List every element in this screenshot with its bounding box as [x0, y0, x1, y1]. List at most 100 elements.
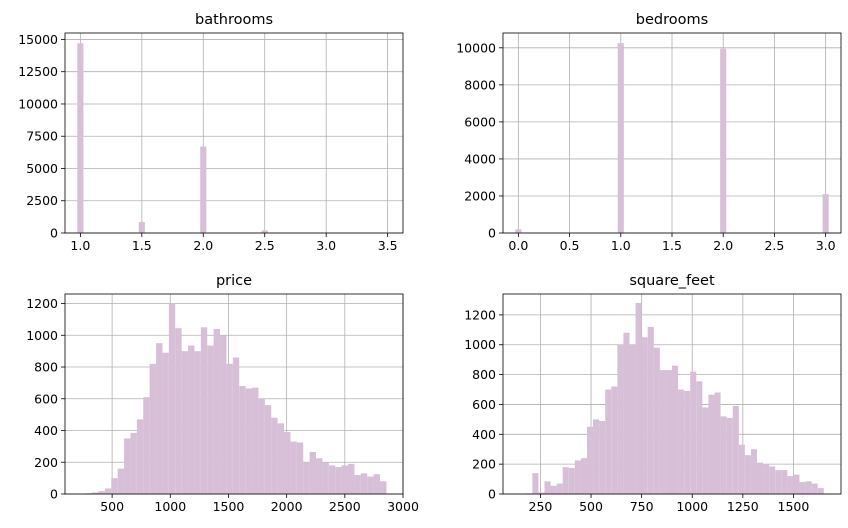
- x-tick-label: 3000: [387, 499, 419, 514]
- histogram-bar: [684, 391, 691, 494]
- histogram-bar: [732, 405, 739, 494]
- histogram-bar: [672, 365, 679, 494]
- histogram-bar: [341, 465, 349, 494]
- x-tick-label: 1.0: [70, 238, 90, 253]
- histogram-bar: [239, 386, 246, 494]
- x-tick-label: 2.0: [713, 238, 733, 253]
- histogram-bar: [763, 464, 770, 494]
- histogram-bar: [605, 389, 612, 494]
- histogram-bar: [617, 344, 624, 494]
- histogram-bar: [787, 476, 794, 494]
- histogram-bar: [678, 389, 685, 494]
- panel-square-feet: 250 500 750 1000 1250 1500 0 200 400 600 800 1000 12…: [464, 273, 842, 514]
- histogram-bar: [696, 381, 703, 494]
- x-tick-label: 1000: [154, 499, 186, 514]
- x-tick-label: 250: [529, 499, 553, 514]
- histogram-bar: [111, 478, 118, 494]
- histogram-bar: [117, 468, 125, 494]
- axes-frame: [64, 32, 404, 234]
- histogram-bar: [354, 474, 361, 494]
- y-tick-label: 1000: [464, 337, 496, 352]
- histogram-bar: [322, 462, 329, 494]
- axes-frame: [502, 293, 842, 495]
- histogram-bar: [653, 347, 660, 494]
- histogram-bar: [738, 444, 745, 494]
- histogram-bar: [284, 432, 291, 494]
- histogram-bar: [586, 426, 594, 494]
- histogram-bar: [793, 474, 800, 494]
- histogram-bar: [544, 481, 551, 494]
- histogram-bar: [702, 407, 709, 494]
- histogram-bar: [714, 392, 721, 494]
- histogram-bar: [690, 371, 697, 494]
- y-tick-label: 1000: [26, 328, 58, 343]
- histogram-bar: [720, 48, 727, 234]
- x-tick-label: 3.5: [378, 238, 398, 253]
- y-tick-label: 0: [488, 226, 496, 241]
- histogram-bar: [258, 398, 265, 494]
- histogram-bar: [822, 194, 829, 233]
- histogram-bar: [556, 483, 563, 494]
- histogram-bar: [245, 388, 253, 494]
- y-tick-label: 800: [34, 360, 58, 375]
- x-tick-label: 3.0: [816, 238, 836, 253]
- y-tick-label: 2500: [26, 193, 58, 208]
- y-tick-label: 1200: [26, 296, 58, 311]
- histogram-bar: [574, 460, 581, 494]
- histogram-bar: [580, 458, 587, 494]
- histogram-bar: [136, 419, 144, 494]
- histogram-bar: [647, 326, 654, 494]
- histogram-bar: [138, 222, 145, 233]
- histogram-bar: [708, 394, 715, 494]
- axes-frame: [64, 293, 404, 495]
- histogram-bar: [641, 337, 648, 494]
- histogram-bar: [98, 491, 105, 494]
- y-tick-label: 800: [472, 367, 496, 382]
- panel-price: 500 1000 1500 2000 2500 3000 0 200 400 600 800 1000…: [26, 273, 419, 514]
- histogram-bar: [781, 470, 788, 494]
- histogram-bar: [515, 229, 522, 233]
- x-tick-label: 1.5: [662, 238, 682, 253]
- histogram-bar: [303, 462, 310, 494]
- histogram-bar: [156, 343, 163, 494]
- y-tick-label: 12500: [18, 64, 58, 79]
- histogram-bar: [92, 492, 99, 494]
- y-tick-label: 200: [34, 455, 58, 470]
- panel-title: bathrooms: [195, 12, 273, 28]
- y-tick-label: 8000: [464, 77, 496, 92]
- histogram-bar: [593, 419, 600, 494]
- histogram-bar: [220, 335, 227, 494]
- y-tick-label: 0: [50, 226, 58, 241]
- histogram-bar: [264, 405, 272, 494]
- x-tick-label: 0.0: [508, 238, 528, 253]
- histogram-bar: [290, 441, 297, 494]
- histogram-bar: [104, 488, 112, 494]
- histogram-bar: [168, 303, 176, 494]
- histogram-bar: [817, 488, 824, 494]
- y-tick-label: 600: [472, 397, 496, 412]
- histogram-bar: [261, 230, 268, 233]
- histogram-bar: [805, 481, 812, 494]
- histogram-bar: [799, 482, 806, 494]
- histogram-bar: [562, 467, 569, 494]
- histogram-bar: [720, 416, 727, 494]
- y-tick-label: 600: [34, 391, 58, 406]
- x-tick-label: 0.5: [560, 238, 580, 253]
- histogram-bar: [623, 332, 630, 494]
- histogram-bar: [175, 328, 182, 494]
- histogram-bar: [277, 423, 285, 494]
- histogram-bar: [162, 352, 169, 494]
- x-tick-label: 2500: [329, 499, 361, 514]
- histogram-bar: [335, 467, 342, 494]
- histogram-bar: [550, 485, 557, 494]
- histogram-bar: [348, 463, 355, 494]
- histogram-bar: [316, 458, 323, 494]
- histogram-bar: [367, 476, 374, 494]
- histogram-bar: [296, 442, 304, 494]
- y-tick-label: 400: [34, 423, 58, 438]
- histogram-bar: [659, 370, 666, 494]
- y-tick-label: 10000: [18, 96, 58, 111]
- histogram-bar: [188, 345, 195, 494]
- x-tick-label: 2.0: [193, 238, 213, 253]
